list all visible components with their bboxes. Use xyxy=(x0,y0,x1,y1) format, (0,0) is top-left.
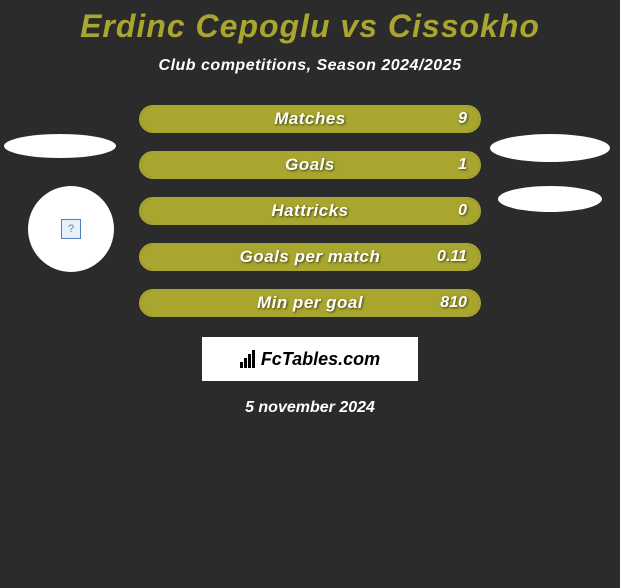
bar-chart-icon xyxy=(240,350,255,368)
stat-bar: Matches 9 xyxy=(139,105,481,133)
stat-bar: Goals per match 0.11 xyxy=(139,243,481,271)
avatar: ? xyxy=(28,186,114,272)
subtitle: Club competitions, Season 2024/2025 xyxy=(0,57,620,75)
brand-text: FcTables.com xyxy=(261,349,380,370)
stat-value: 0.11 xyxy=(437,248,467,266)
ellipse-right-top xyxy=(490,134,610,162)
stat-bar: Min per goal 810 xyxy=(139,289,481,317)
stat-bar: Hattricks 0 xyxy=(139,197,481,225)
stat-label: Min per goal xyxy=(257,293,363,313)
ellipse-left-top xyxy=(4,134,116,158)
page-title: Erdinc Cepoglu vs Cissokho xyxy=(0,8,620,45)
stat-label: Goals xyxy=(285,155,335,175)
stats-container: Matches 9 Goals 1 Hattricks 0 Goals per match 0… xyxy=(139,105,481,317)
date-text: 5 november 2024 xyxy=(0,399,620,417)
ellipse-right-mid xyxy=(498,186,602,212)
stat-value: 1 xyxy=(458,156,467,174)
stat-value: 810 xyxy=(440,294,467,312)
stat-value: 0 xyxy=(458,202,467,220)
stat-bar: Goals 1 xyxy=(139,151,481,179)
stat-label: Goals per match xyxy=(240,247,381,267)
brand-box[interactable]: FcTables.com xyxy=(202,337,418,381)
stat-label: Matches xyxy=(274,109,346,129)
avatar-placeholder-icon: ? xyxy=(61,219,81,239)
stat-value: 9 xyxy=(458,110,467,128)
stat-label: Hattricks xyxy=(271,201,348,221)
